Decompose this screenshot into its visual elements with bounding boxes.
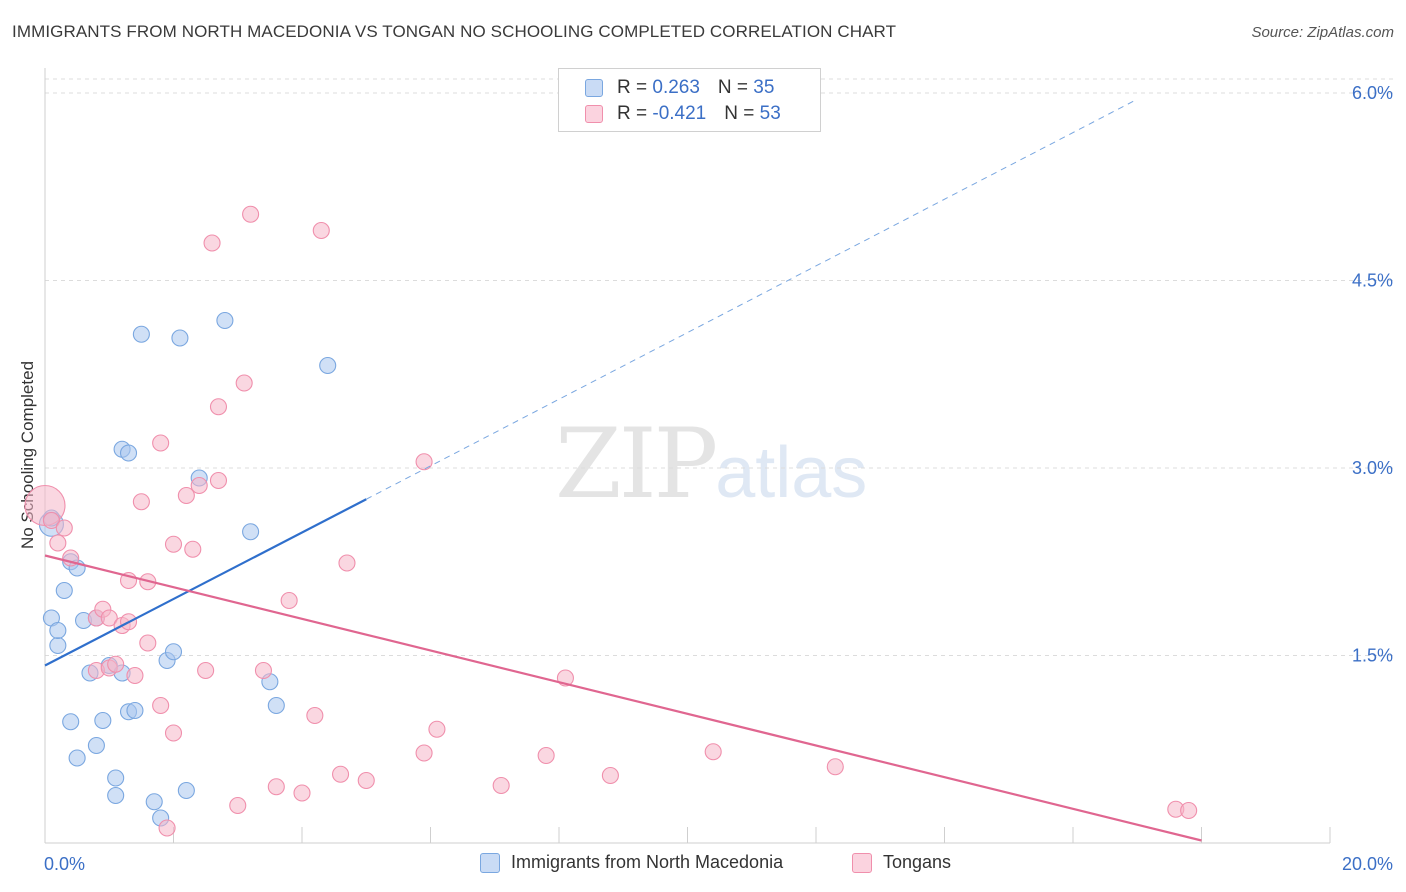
tongan-point (357, 771, 375, 790)
north-macedonia-point (49, 636, 67, 655)
tongan-point (209, 398, 228, 416)
x-tick-label: 20.0% (1342, 854, 1393, 874)
tongan-point (537, 746, 555, 765)
tongan-point (209, 471, 228, 490)
legend-label-north-macedonia: Immigrants from North Macedonia (511, 852, 784, 872)
north-macedonia-point (68, 749, 86, 767)
north-macedonia-point (242, 523, 260, 541)
north-macedonia-point (94, 711, 112, 730)
tongan-point (826, 758, 844, 776)
tongan-point (235, 374, 253, 392)
tongan-point (152, 434, 170, 452)
tongan-point (293, 784, 311, 802)
north-macedonia-trendline (44, 498, 367, 667)
tongan-point (107, 655, 125, 673)
legend-label-tongans: Tongans (883, 852, 952, 872)
tongan-point (132, 493, 150, 511)
north-macedonia-point (107, 769, 125, 787)
tongan-point (1180, 801, 1198, 820)
tongan-point (242, 205, 260, 223)
tongan-point (49, 534, 67, 552)
legend-item-tongans: Tongans (852, 852, 951, 873)
tongan-point (203, 234, 221, 252)
tongan-point (428, 720, 446, 738)
tongan-point (184, 540, 202, 558)
tongan-point (164, 535, 183, 553)
tongan-point (190, 476, 208, 495)
tongan-point (306, 706, 324, 725)
chart-title: IMMIGRANTS FROM NORTH MACEDONIA VS TONGA… (12, 22, 897, 41)
tongan-point (152, 696, 170, 715)
tongan-point (139, 634, 157, 652)
tongan-point (197, 661, 215, 680)
north-macedonia-point (267, 696, 285, 715)
north-macedonia-point (216, 311, 234, 330)
watermark-atlas: atlas (715, 433, 868, 513)
tongan-point (158, 819, 176, 837)
n-value: 35 (753, 77, 775, 98)
r-value: -0.421 (652, 103, 707, 124)
tongan-point (338, 554, 356, 572)
north-macedonia-point (126, 701, 144, 720)
north-macedonia-point (49, 621, 67, 640)
north-macedonia-point (119, 444, 138, 462)
watermark-zip: ZIP (555, 408, 718, 520)
correlation-legend: R = 0.263 N = 35 R = -0.421 N = 53 (558, 68, 821, 132)
legend-swatch-tongans (585, 105, 603, 123)
tongan-point (704, 743, 722, 761)
north-macedonia-point (177, 781, 195, 800)
tongan-point (177, 486, 195, 505)
tongan-point (312, 221, 330, 240)
north-macedonia-point (319, 356, 337, 375)
tongan-point (267, 778, 285, 796)
n-value: 53 (759, 103, 781, 124)
r-label: R = (617, 77, 653, 98)
north-macedonia-point (145, 793, 163, 811)
tongan-point (331, 765, 350, 783)
north-macedonia-trendline-extension (366, 98, 1138, 500)
r-value: 0.263 (652, 77, 700, 98)
y-tick-label: 4.5% (1352, 271, 1393, 291)
n-label: N = (717, 77, 754, 98)
north-macedonia-point (164, 643, 183, 661)
n-label: N = (724, 103, 760, 124)
r-label: R = (617, 103, 653, 124)
north-macedonia-point (55, 581, 73, 600)
north-macedonia-point (107, 786, 125, 805)
tongan-point (164, 724, 183, 742)
legend-swatch-north-macedonia (480, 852, 500, 873)
tongan-point (601, 766, 619, 785)
north-macedonia-point (62, 713, 80, 731)
tongan-point (55, 519, 73, 537)
series-legend: Immigrants from North Macedonia Tongans (0, 852, 1406, 878)
source-credit: Source: ZipAtlas.com (1251, 24, 1394, 41)
tongan-point (126, 666, 144, 685)
tongan-point (280, 591, 298, 610)
y-tick-label: 3.0% (1352, 458, 1393, 478)
north-macedonia-point (171, 329, 189, 347)
north-macedonia-point (87, 736, 105, 755)
legend-swatch-north-macedonia (585, 79, 603, 97)
legend-row-north-macedonia: R = 0.263 N = 35 (585, 75, 774, 101)
tongan-point (42, 511, 60, 530)
tongan-point (415, 744, 433, 762)
tongan-point (254, 661, 273, 680)
y-tick-label: 6.0% (1352, 83, 1393, 103)
tongan-trendline (44, 554, 1202, 842)
tongan-point (415, 453, 433, 471)
tongan-point (229, 796, 247, 815)
tongan-point (100, 609, 118, 627)
tongan-point (492, 776, 510, 795)
north-macedonia-point (132, 325, 150, 343)
x-tick-label: 0.0% (44, 854, 85, 874)
legend-swatch-tongans (852, 852, 872, 873)
y-tick-label: 1.5% (1352, 646, 1393, 666)
legend-item-north-macedonia: Immigrants from North Macedonia (480, 852, 783, 873)
legend-row-tongans: R = -0.421 N = 53 (585, 101, 781, 127)
watermark: ZIPatlas (555, 408, 867, 520)
